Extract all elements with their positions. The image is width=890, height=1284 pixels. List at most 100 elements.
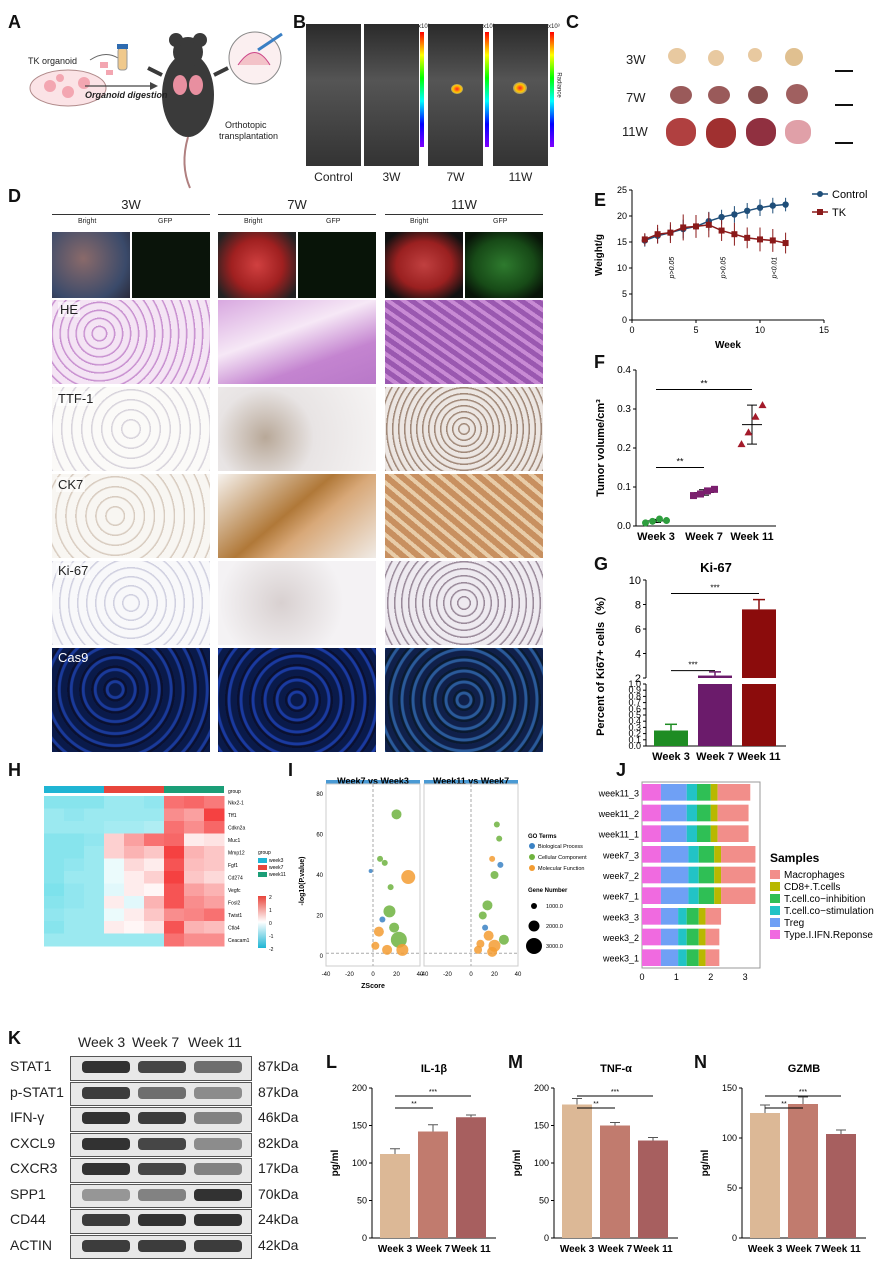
heatmap-cell (84, 933, 105, 947)
heatmap-cell (44, 846, 65, 859)
data-point (641, 236, 648, 243)
legend-label: CD8+.T.cells (784, 882, 840, 893)
stacked-segment (698, 846, 715, 863)
heatmap-cell (64, 833, 85, 847)
colorbar-11w (550, 32, 554, 147)
cas9-11w (385, 648, 543, 752)
sample-label: week7_1 (602, 892, 639, 902)
heatmap-cell (104, 921, 125, 934)
legend-swatch (258, 865, 267, 870)
colorbar (258, 896, 266, 948)
colorbar-tick: 0 (269, 921, 272, 927)
x-category-label: Week 7 (786, 1244, 821, 1255)
gene-label: Ceacam1 (228, 938, 250, 944)
data-point (663, 517, 670, 525)
wb-col-week7: Week 7 (132, 1034, 180, 1050)
facet-strip (424, 780, 518, 784)
y-tick-label: 50 (539, 1196, 549, 1206)
x-category-label: Week 7 (696, 751, 734, 763)
y-tick-label: 8 (635, 600, 641, 612)
organoid-label: TK organoid (28, 56, 78, 66)
heatmap-cell (164, 796, 185, 809)
heatmap-cell (84, 896, 105, 909)
stacked-segment (686, 949, 699, 966)
gene-label: Ctla4 (228, 925, 240, 931)
blot-band (194, 1061, 242, 1073)
series-line-control (644, 203, 786, 242)
stacked-immune-bars: week11_3 week11_2 week11_1 week7_3 week7_2we… (598, 781, 874, 982)
y-tick-label: 0 (544, 1233, 549, 1243)
y-tick-label: 0 (320, 954, 324, 960)
go-legend-dot (529, 865, 535, 871)
gene-legend-title: Gene Number (528, 888, 568, 894)
molecular-weight-label: 70kDa (258, 1185, 299, 1202)
y-axis-label: Weight/g (594, 234, 605, 276)
blot-band (194, 1112, 242, 1124)
wb-col-week3: Week 3 (78, 1034, 126, 1050)
bar-upper (742, 609, 776, 678)
gene-legend-dot (526, 938, 542, 954)
legend-label: T.cell.co−inhibition (784, 894, 865, 905)
stacked-segment (698, 908, 706, 925)
stacked-segment (686, 804, 697, 822)
gene-label: Cdkn2a (228, 825, 245, 831)
protein-label: p-STAT1 (10, 1083, 64, 1100)
panel-label-c: C (566, 12, 579, 32)
heatmap-cell (64, 821, 85, 834)
heatmap-cell (164, 908, 185, 922)
sig-label: *** (710, 583, 719, 592)
legend-label: Treg (784, 918, 804, 929)
stacked-segment (710, 784, 718, 801)
molecular-weight-label: 82kDa (258, 1134, 299, 1151)
heatmap-cell (44, 933, 65, 947)
gene-label: Tff1 (228, 813, 237, 819)
x-tick-label: -40 (420, 972, 429, 978)
heatmap-cell (84, 796, 105, 809)
heatmap-cell (104, 896, 125, 909)
digestion-label: Organoid digestion (85, 90, 168, 100)
y-tick-label: 0.2 (628, 729, 641, 739)
gross-bright-11w (385, 232, 463, 298)
legend-swatch (770, 870, 780, 879)
stacked-segment (660, 825, 687, 842)
stacked-segment (642, 928, 661, 946)
stacked-segment (660, 866, 689, 884)
y-tick-label: 200 (352, 1083, 367, 1093)
heatmap-cell (84, 908, 105, 922)
timepoint-11w: 11W (508, 170, 533, 184)
blot-band (194, 1239, 242, 1252)
x-tick-label: -40 (322, 972, 331, 978)
col-rule-7w (218, 214, 376, 215)
p-value-annotation: p<0.01 (772, 257, 779, 280)
x-tick-label: 5 (693, 325, 698, 335)
data-point (705, 221, 712, 228)
y-tick-label: 0 (732, 1233, 737, 1243)
heatmap-cell (84, 883, 105, 897)
legend-label: Type.I.IFN.Reponse (784, 930, 873, 941)
he-11w (385, 300, 543, 384)
gfp-label-7w: GFP (326, 218, 341, 225)
heatmap-cell (164, 883, 185, 897)
data-point (744, 234, 751, 241)
stacked-segment (686, 908, 699, 925)
transplant-label-2: transplantation (219, 131, 279, 141)
heatmap-cell (104, 933, 125, 947)
y-tick-label: 0.3 (617, 404, 631, 415)
bar (600, 1125, 630, 1238)
panel-label-a: A (8, 12, 21, 32)
go-bubble (482, 924, 489, 931)
go-bubble (497, 861, 504, 868)
x-category-label: Week 3 (748, 1244, 783, 1255)
chart-title: TNF-α (600, 1063, 632, 1075)
blot-band (194, 1137, 242, 1150)
stacked-segment (705, 928, 720, 946)
y-tick-label: 0.8 (628, 691, 641, 701)
ki67-7w (218, 561, 376, 645)
data-point (758, 401, 767, 409)
heatmap-cell (144, 896, 165, 909)
data-point (690, 492, 697, 500)
stacked-segment (660, 804, 687, 822)
y-tick-label: 0 (362, 1233, 367, 1243)
molecular-weight-label: 46kDa (258, 1109, 299, 1125)
stacked-segment (678, 928, 687, 946)
